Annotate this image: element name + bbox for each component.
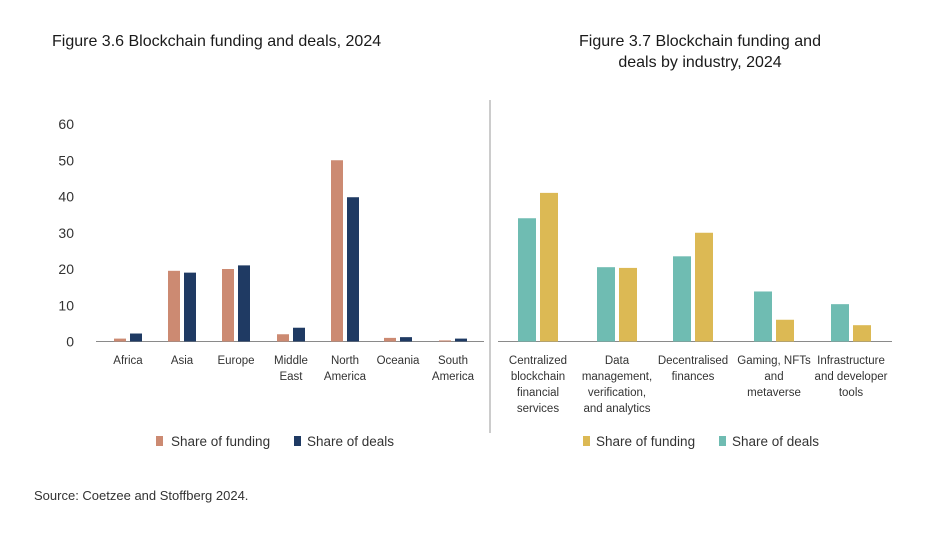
bar [597,267,615,342]
legend-figure-3-6: Share of funding Share of deals [156,434,394,449]
bars-figure-3-7 [518,192,871,342]
bar [347,197,359,342]
source-note: Source: Coetzee and Stoffberg 2024. [34,488,248,503]
category-label: tools [839,387,864,399]
bar [831,304,849,342]
bars-figure-3-6 [114,160,467,342]
category-label: America [432,371,475,383]
y-tick-label: 0 [66,334,74,350]
bar [853,325,871,342]
legend-swatch-deals [294,436,301,446]
bar [695,232,713,342]
y-tick-label: 60 [58,116,74,132]
legend-figure-3-7: Share of funding Share of deals [583,434,819,449]
category-label: services [517,403,559,415]
legend-swatch-funding [583,436,590,446]
category-label: Oceania [377,355,420,367]
category-label: South [438,355,468,367]
bar [518,218,536,342]
y-tick-label: 30 [58,225,74,241]
legend-label-deals: Share of deals [307,434,394,449]
y-tick-label: 40 [58,189,74,205]
chart-title-3-6: Figure 3.6 Blockchain funding and deals,… [52,33,381,50]
category-label: and [764,371,783,383]
category-label: Decentralised [658,355,728,367]
category-label: Centralized [509,355,567,367]
bar [384,337,396,342]
category-label: America [324,371,367,383]
category-label: finances [672,371,715,383]
y-tick-label: 50 [58,152,74,168]
categories-figure-3-6: Africa Asia Europe Middle East North America Oc… [113,355,474,383]
bar [400,337,412,342]
bar [439,340,451,342]
y-tick-label: 10 [58,297,74,313]
legend-label-funding: Share of funding [171,434,270,449]
bar [168,270,180,342]
category-label: verification, [588,387,646,399]
category-label: Asia [171,355,194,367]
legend-swatch-funding [156,436,163,446]
bar [293,327,305,342]
bar [222,269,234,342]
bar [130,333,142,342]
category-label: and developer [815,371,888,383]
category-label: Middle [274,355,308,367]
category-label: Data [605,355,630,367]
category-label: management, [582,371,652,383]
category-label: Europe [217,355,254,367]
chart-title-3-7-line-2: deals by industry, 2024 [618,54,781,71]
legend-label-funding: Share of funding [596,434,695,449]
bar [619,267,637,342]
legend-swatch-deals [719,436,726,446]
bar [776,319,794,342]
category-label: blockchain [511,371,565,383]
category-label: and analytics [583,403,650,415]
category-label: East [279,371,303,383]
bar [673,256,691,342]
y-axis-ticks: 0 10 20 30 40 50 60 [58,116,74,350]
chart-title-3-7-line-1: Figure 3.7 Blockchain funding and [579,33,821,50]
bar [277,334,289,342]
bar [540,192,558,342]
bar [331,160,343,342]
category-label: Infrastructure [817,355,885,367]
category-label: Africa [113,355,143,367]
category-label: metaverse [747,387,801,399]
category-label: financial [517,387,559,399]
bar [184,272,196,342]
bar [238,265,250,342]
bar [114,338,126,342]
bar [455,338,467,342]
y-tick-label: 20 [58,261,74,277]
legend-label-deals: Share of deals [732,434,819,449]
categories-figure-3-7: Centralized blockchain financial services Da… [509,355,888,415]
bar [754,291,772,342]
category-label: Gaming, NFTs [737,355,811,367]
category-label: North [331,355,359,367]
